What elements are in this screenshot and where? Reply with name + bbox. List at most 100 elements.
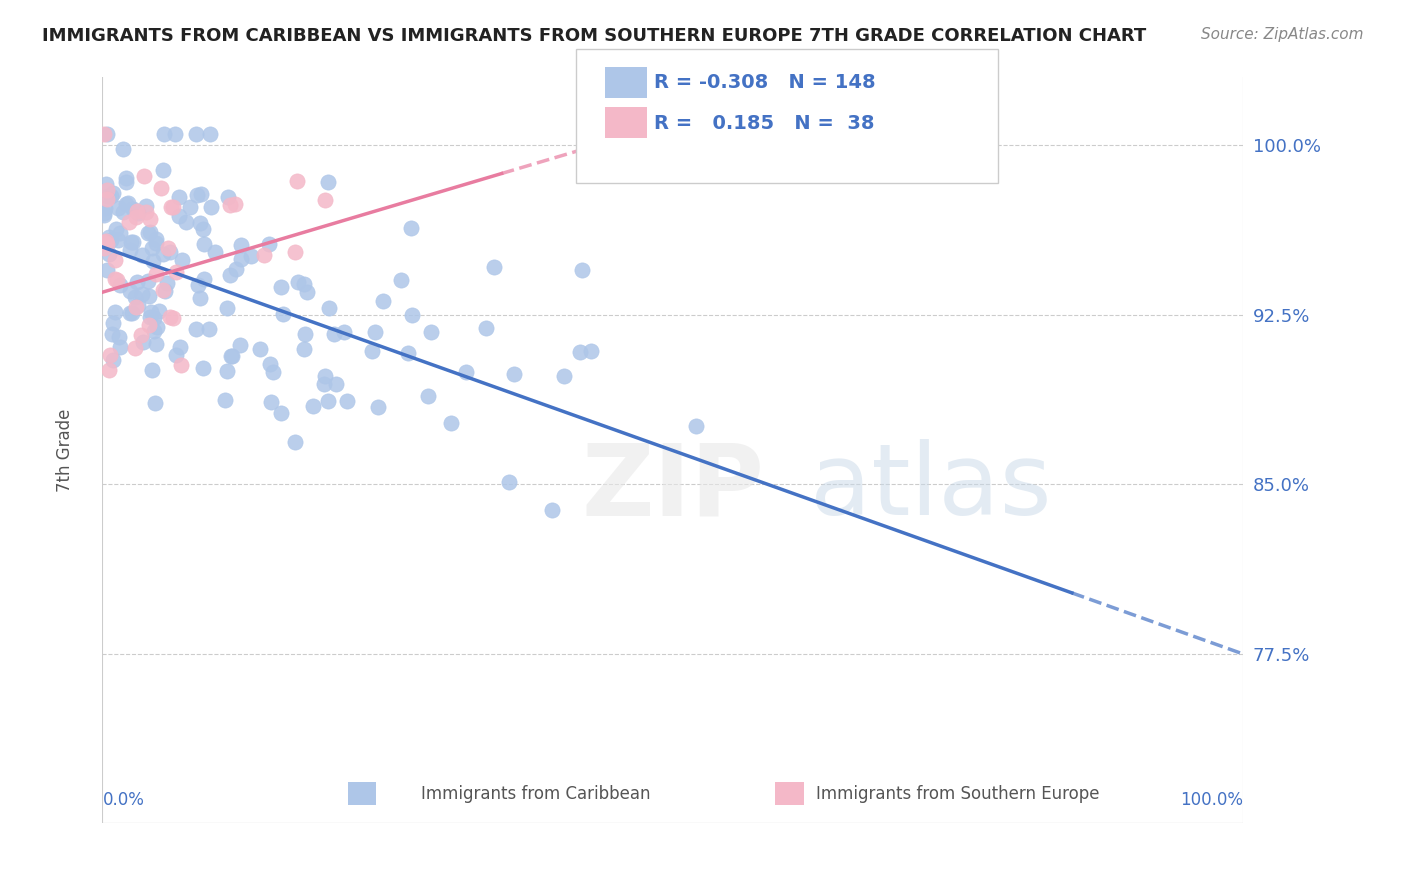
- Point: [125, 210, 148, 224]
- Point: [142, 324, 165, 338]
- Point: [314, 377, 336, 392]
- Point: [132, 335, 155, 350]
- Point: [498, 475, 520, 489]
- Point: [190, 186, 212, 201]
- Point: [136, 274, 159, 288]
- Point: [127, 203, 149, 218]
- Point: [138, 310, 160, 324]
- Point: [138, 225, 160, 239]
- Point: [484, 260, 506, 274]
- Point: [152, 163, 174, 178]
- Point: [117, 196, 139, 211]
- Point: [145, 268, 167, 282]
- Point: [314, 194, 336, 208]
- Point: [127, 297, 149, 311]
- Point: [240, 248, 263, 262]
- Point: [120, 284, 142, 298]
- Point: [141, 363, 163, 377]
- Point: [114, 197, 136, 211]
- Point: [475, 321, 498, 335]
- Point: [169, 340, 191, 354]
- Point: [131, 287, 153, 301]
- Point: [318, 393, 340, 408]
- Point: [325, 376, 347, 391]
- Point: [104, 272, 127, 286]
- Point: [389, 273, 412, 287]
- Point: [159, 245, 181, 260]
- Point: [148, 304, 170, 318]
- Point: [118, 215, 141, 229]
- Point: [100, 327, 122, 342]
- Point: [134, 169, 156, 184]
- Point: [295, 285, 318, 299]
- Point: [118, 243, 141, 257]
- Point: [156, 276, 179, 290]
- Point: [125, 275, 148, 289]
- Point: [249, 343, 271, 357]
- Point: [104, 253, 127, 268]
- Point: [292, 343, 315, 357]
- Point: [93, 127, 115, 141]
- Point: [262, 365, 284, 379]
- Point: [107, 202, 129, 216]
- Point: [285, 173, 308, 187]
- Point: [97, 189, 120, 203]
- Point: [363, 326, 385, 340]
- Point: [198, 127, 221, 141]
- Point: [165, 348, 187, 362]
- Point: [217, 190, 239, 204]
- Point: [131, 248, 153, 262]
- Point: [367, 400, 389, 414]
- Point: [139, 211, 162, 226]
- Point: [141, 241, 163, 255]
- Point: [107, 233, 129, 247]
- Point: [152, 283, 174, 297]
- Point: [167, 190, 190, 204]
- Point: [143, 396, 166, 410]
- Point: [284, 435, 307, 450]
- Point: [170, 252, 193, 267]
- Point: [122, 235, 145, 250]
- Point: [302, 399, 325, 413]
- Point: [159, 310, 181, 324]
- Point: [418, 389, 440, 403]
- Point: [191, 222, 214, 236]
- Point: [93, 206, 115, 220]
- Point: [142, 254, 165, 268]
- Point: [100, 233, 122, 247]
- Point: [316, 175, 339, 189]
- Point: [204, 245, 226, 260]
- Point: [110, 227, 132, 241]
- Point: [260, 395, 283, 409]
- Point: [96, 127, 118, 141]
- Point: [187, 278, 209, 293]
- FancyBboxPatch shape: [347, 782, 377, 805]
- Point: [336, 394, 359, 409]
- Point: [124, 290, 146, 304]
- Point: [318, 301, 340, 315]
- Text: R =   0.185   N =  38: R = 0.185 N = 38: [654, 113, 875, 133]
- Point: [540, 503, 562, 517]
- Point: [361, 344, 384, 359]
- Point: [153, 127, 176, 141]
- Point: [104, 305, 127, 319]
- Point: [193, 271, 215, 285]
- Point: [100, 189, 122, 203]
- Point: [257, 237, 280, 252]
- Point: [152, 247, 174, 261]
- Point: [97, 229, 120, 244]
- Point: [270, 279, 292, 293]
- Point: [108, 278, 131, 293]
- Point: [271, 307, 294, 321]
- Point: [214, 392, 236, 407]
- Point: [184, 127, 207, 141]
- Point: [219, 268, 242, 282]
- Point: [138, 318, 160, 332]
- Point: [259, 357, 281, 371]
- Point: [503, 367, 526, 381]
- Text: R = -0.308   N = 148: R = -0.308 N = 148: [654, 73, 876, 93]
- Point: [440, 416, 463, 430]
- Point: [420, 325, 443, 339]
- Point: [121, 202, 143, 217]
- Point: [186, 187, 208, 202]
